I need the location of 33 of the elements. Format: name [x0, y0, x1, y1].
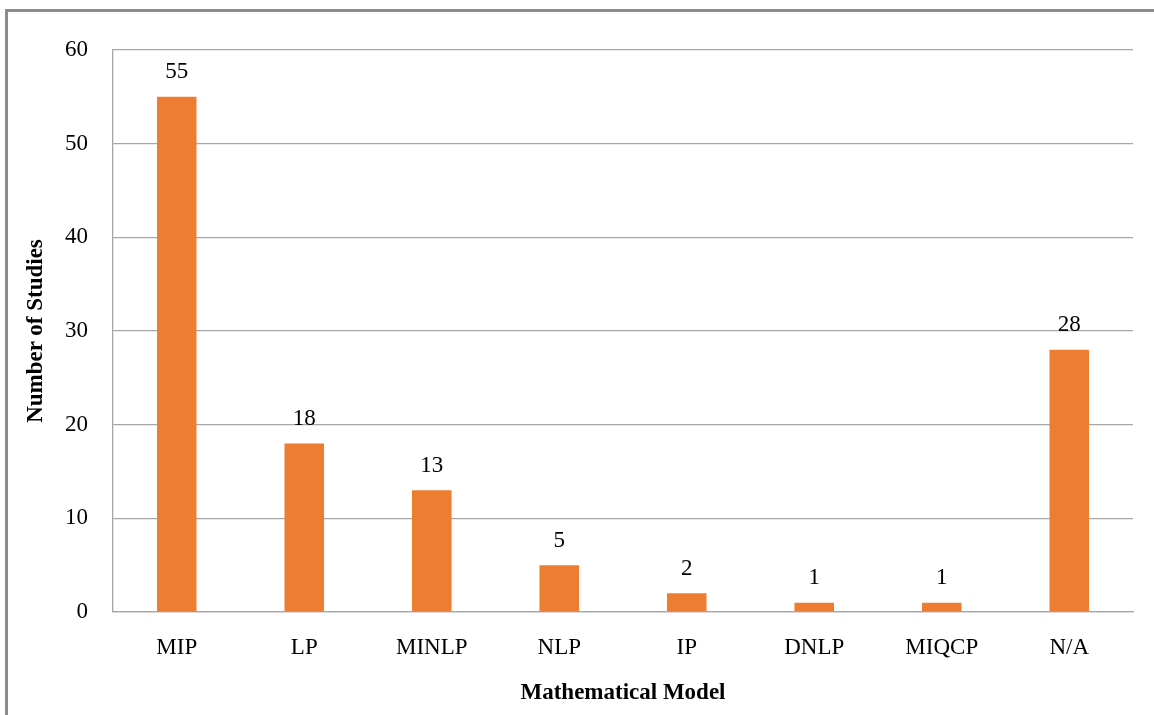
y-tick-label: 60 — [65, 36, 88, 62]
x-axis-title: Mathematical Model — [520, 679, 726, 705]
x-tick-label: NLP — [537, 633, 581, 659]
bar — [156, 96, 197, 612]
data-label: 55 — [165, 58, 189, 84]
y-tick-label: 40 — [65, 223, 88, 249]
x-tick-label: N/A — [1049, 633, 1090, 659]
bar — [794, 602, 835, 612]
y-tick-label: 50 — [65, 129, 88, 155]
x-tick-label: DNLP — [784, 633, 845, 659]
x-tick-label: LP — [290, 633, 318, 659]
bar — [666, 593, 707, 612]
data-label: 5 — [553, 526, 565, 552]
x-tick-label: MINLP — [395, 633, 468, 659]
data-label: 18 — [292, 404, 316, 430]
y-axis-title: Number of Studies — [21, 239, 47, 423]
bar — [539, 565, 580, 612]
y-tick-label: 30 — [65, 317, 88, 343]
data-label: 28 — [1057, 311, 1081, 337]
data-label: 1 — [936, 564, 948, 590]
x-tick-label: MIP — [156, 633, 198, 659]
bar — [411, 490, 452, 612]
y-tick-label: 20 — [65, 410, 88, 436]
y-tick-label: 0 — [76, 598, 88, 624]
data-label: 1 — [808, 564, 820, 590]
data-label: 2 — [681, 554, 693, 580]
bar — [921, 602, 962, 612]
data-label: 13 — [420, 451, 444, 477]
x-tick-label: IP — [676, 633, 697, 659]
bar — [284, 443, 325, 612]
y-tick-label: 10 — [65, 504, 88, 530]
bar — [1049, 349, 1090, 612]
x-tick-label: MIQCP — [905, 633, 979, 659]
